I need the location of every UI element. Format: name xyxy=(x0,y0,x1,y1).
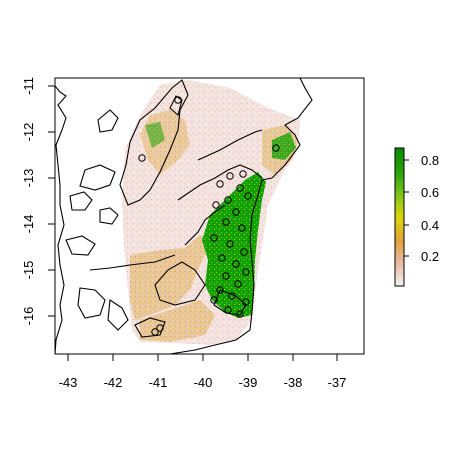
legend-label: 0.6 xyxy=(421,185,439,200)
y-tick-labels: -11 -12 -13 -14 -15 -16 xyxy=(21,77,36,325)
y-axis xyxy=(48,85,56,317)
medium-suitability-area xyxy=(130,235,210,320)
medium-suitability-area-south xyxy=(140,300,215,342)
x-tick-label: -39 xyxy=(239,375,258,390)
x-tick-label: -38 xyxy=(284,375,303,390)
legend-label: 0.8 xyxy=(421,153,439,168)
occurrence-points xyxy=(138,96,280,336)
map-panel xyxy=(55,78,313,354)
legend-label: 0.2 xyxy=(421,249,439,264)
y-tick-label: -12 xyxy=(21,123,36,142)
x-tick-label: -40 xyxy=(194,375,213,390)
x-tick-label: -43 xyxy=(59,375,78,390)
y-tick-label: -14 xyxy=(21,215,36,234)
legend-color-bar xyxy=(394,147,405,287)
x-tick-label: -37 xyxy=(328,375,347,390)
x-tick-label: -42 xyxy=(104,375,123,390)
x-tick-label: -41 xyxy=(149,375,168,390)
legend-label: 0.4 xyxy=(421,218,439,233)
high-suitability-area xyxy=(202,172,266,318)
x-axis xyxy=(67,353,338,361)
legend: 0.2 0.4 0.6 0.8 xyxy=(394,147,439,287)
y-tick-label: -16 xyxy=(21,307,36,326)
y-tick-label: -13 xyxy=(21,169,36,188)
x-tick-labels: -43 -42 -41 -40 -39 -38 -37 xyxy=(59,375,347,390)
high-suitability-area-north xyxy=(145,122,165,148)
high-suitability-area-ne xyxy=(272,132,296,160)
y-tick-label: -15 xyxy=(21,261,36,280)
coastline-outlines xyxy=(55,78,313,354)
y-tick-label: -11 xyxy=(21,77,36,95)
